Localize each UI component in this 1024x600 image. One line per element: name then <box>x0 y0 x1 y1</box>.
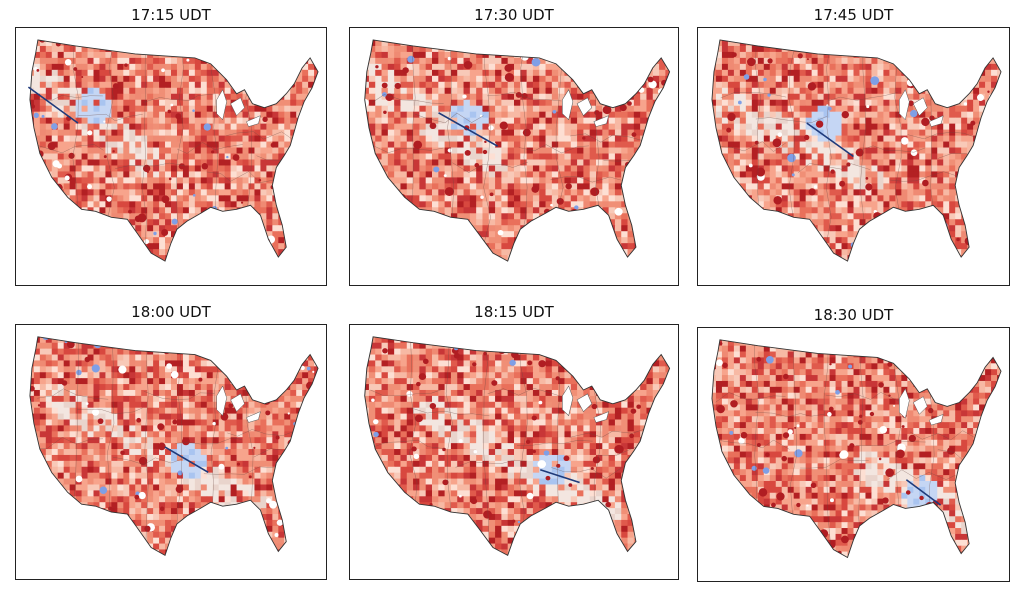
map-panel-1: 17:15 UDT <box>15 0 327 290</box>
panel-title: 18:30 UDT <box>813 306 894 324</box>
county-mosaic <box>29 39 319 262</box>
great-lake <box>562 89 574 121</box>
great-lake <box>246 115 261 127</box>
eclipse-path-line <box>27 86 79 124</box>
great-lake <box>230 97 245 117</box>
map-frame <box>697 27 1010 286</box>
map-panel-3: 17:45 UDT <box>697 0 1010 290</box>
eclipse-path-line <box>164 446 209 473</box>
eclipse-path-line <box>438 112 499 147</box>
county-mosaic <box>364 336 670 556</box>
us-map <box>364 39 671 262</box>
state-borders <box>368 39 670 248</box>
map-frame <box>697 327 1010 582</box>
eclipse-path-line <box>539 469 580 484</box>
us-map <box>27 39 319 262</box>
great-lake <box>928 413 944 426</box>
map-panel-4: 18:00 UDT <box>15 300 327 590</box>
panel-title: 17:45 UDT <box>813 6 894 24</box>
us-map <box>711 339 1002 559</box>
map-panel-2: 17:30 UDT <box>349 0 679 290</box>
panel-title: 17:30 UDT <box>474 6 554 24</box>
us-outline <box>364 336 671 557</box>
us-map <box>364 336 671 557</box>
great-lake <box>246 411 261 423</box>
great-lake <box>216 89 227 121</box>
panel-title: 18:00 UDT <box>131 303 211 321</box>
great-lake <box>912 396 928 415</box>
great-lake <box>230 393 245 413</box>
us-map <box>29 336 319 557</box>
map-frame <box>15 27 327 286</box>
county-mosaic <box>364 39 670 262</box>
great-lake <box>576 97 593 117</box>
eclipse-path-line <box>905 479 942 506</box>
great-lake <box>912 97 928 117</box>
us-outline <box>364 39 671 262</box>
us-outline <box>711 339 1002 559</box>
eclipse-path-line <box>806 122 854 158</box>
great-lake <box>576 393 593 413</box>
great-lake <box>593 411 609 423</box>
county-mosaic <box>29 336 319 556</box>
map-panel-5: 18:15 UDT <box>349 300 679 590</box>
map-frame <box>349 324 679 580</box>
us-outline <box>711 39 1002 262</box>
great-lake <box>899 89 910 121</box>
state-borders <box>715 339 1002 544</box>
map-frame <box>15 324 327 580</box>
great-lake <box>562 385 574 417</box>
map-frame <box>349 27 679 286</box>
state-borders <box>367 336 670 542</box>
map-panel-6: 18:30 UDT <box>697 300 1010 590</box>
county-mosaic <box>711 339 1002 558</box>
great-lake <box>593 115 609 127</box>
great-lake <box>216 385 227 417</box>
panel-title: 18:15 UDT <box>474 303 554 321</box>
panel-title: 17:15 UDT <box>131 6 211 24</box>
great-lake <box>928 115 944 127</box>
us-map <box>711 39 1002 262</box>
us-outline <box>29 39 319 262</box>
us-outline <box>29 336 319 557</box>
state-borders <box>36 336 319 542</box>
great-lake <box>899 388 910 419</box>
